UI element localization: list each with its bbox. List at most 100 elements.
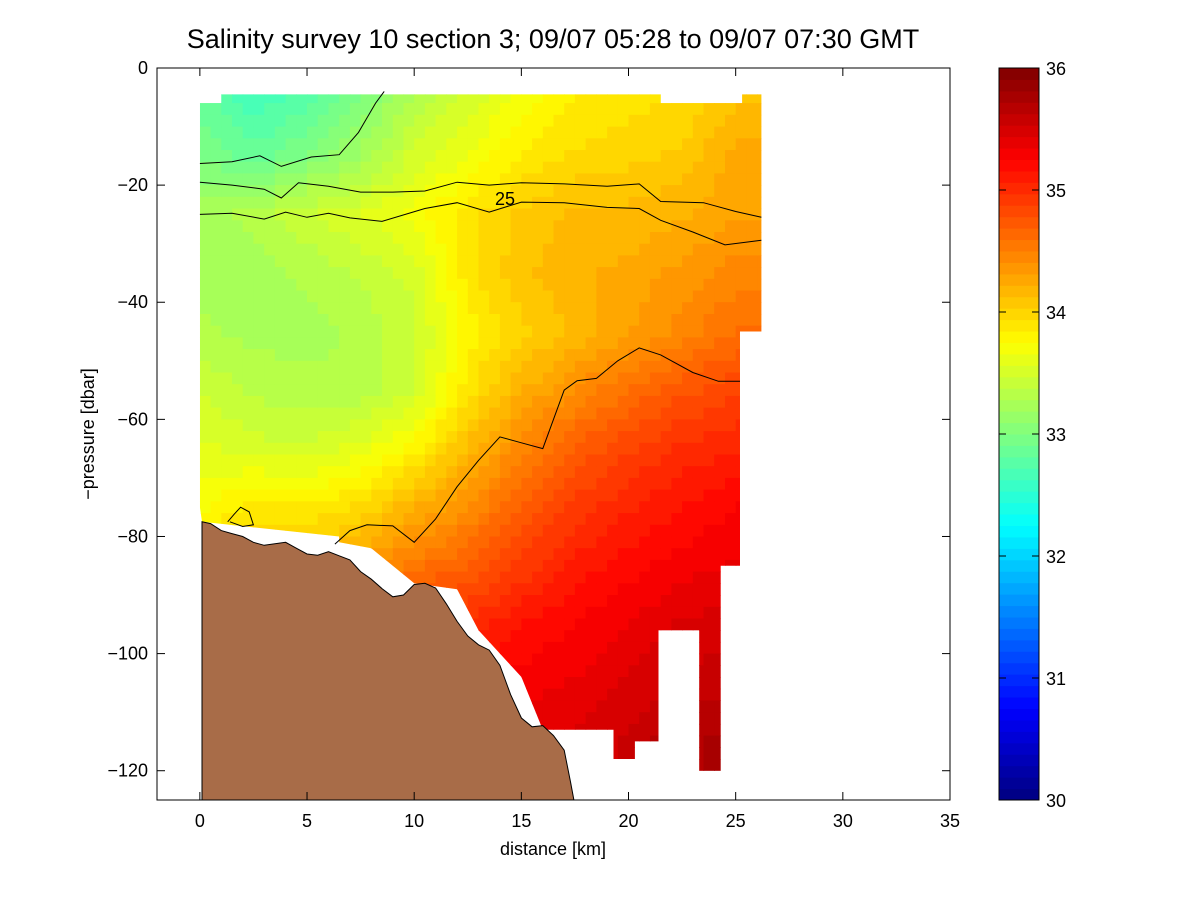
heatmap-cell [671, 431, 683, 444]
heatmap-cell [628, 618, 640, 631]
heatmap-cell [735, 290, 747, 303]
heatmap-cell [714, 747, 726, 760]
x-axis: 0 5 10 15 20 25 30 35 [195, 68, 960, 831]
heatmap-cell [660, 325, 672, 338]
heatmap-cell [489, 278, 501, 292]
heatmap-cell [703, 278, 715, 292]
heatmap-cell [521, 302, 533, 315]
heatmap-cell [510, 349, 522, 362]
heatmap-cell [424, 477, 437, 491]
heatmap-cell [564, 407, 576, 420]
heatmap-cell [382, 466, 394, 479]
heatmap-cell [382, 431, 394, 444]
heatmap-cell [660, 419, 672, 432]
heatmap-cell [307, 489, 319, 502]
heatmap-cell [414, 150, 426, 163]
heatmap-cell [628, 524, 640, 538]
heatmap-cell [478, 630, 490, 643]
heatmap-cell [628, 571, 640, 584]
heatmap-cell [210, 208, 222, 221]
heatmap-cell [521, 267, 533, 280]
heatmap-cell [521, 442, 533, 456]
heatmap-cell [435, 454, 447, 467]
heatmap-cell [274, 442, 287, 456]
heatmap-cell [489, 454, 501, 467]
heatmap-cell [521, 278, 533, 292]
y-tick-label: −60 [117, 409, 148, 429]
heatmap-cell [542, 138, 555, 151]
heatmap-cell [317, 337, 329, 350]
heatmap-cell [596, 407, 608, 420]
colorbar-band [999, 273, 1039, 286]
heatmap-cell [521, 208, 533, 221]
colorbar-tick-label: 32 [1046, 547, 1066, 567]
heatmap-cell [339, 349, 351, 362]
heatmap-cell [382, 477, 394, 491]
heatmap-cell [553, 150, 565, 163]
heatmap-cell [221, 372, 233, 385]
heatmap-cell [628, 94, 640, 104]
heatmap-cell [671, 243, 683, 256]
heatmap-cell [628, 208, 640, 221]
heatmap-cell [328, 138, 340, 151]
heatmap-cell [757, 161, 762, 174]
heatmap-cell [639, 208, 651, 221]
heatmap-cell [607, 302, 619, 315]
colorbar-band [999, 411, 1039, 424]
heatmap-cell [360, 314, 372, 327]
heatmap-cell [639, 477, 651, 491]
heatmap-cell [199, 349, 212, 362]
heatmap-cell [446, 524, 458, 538]
colorbar-band [999, 571, 1039, 584]
heatmap-cell [564, 185, 576, 198]
heatmap-cell [521, 150, 533, 163]
heatmap-cell [392, 360, 405, 374]
heatmap-cell [296, 185, 308, 198]
heatmap-cell [264, 161, 276, 174]
heatmap-cell [253, 220, 265, 233]
heatmap-cell [199, 185, 212, 198]
heatmap-cell [542, 431, 555, 444]
heatmap-cell [607, 196, 619, 210]
heatmap-cell [510, 442, 522, 456]
heatmap-cell [339, 196, 351, 210]
heatmap-cell [703, 665, 715, 678]
heatmap-cell [671, 267, 683, 280]
heatmap-cell [542, 595, 555, 608]
heatmap-cell [703, 630, 715, 643]
heatmap-cell [649, 665, 662, 678]
heatmap-cell [371, 278, 383, 292]
heatmap-cell [264, 150, 276, 163]
heatmap-cell [414, 337, 426, 350]
heatmap-cell [317, 395, 329, 409]
heatmap-cell [232, 513, 244, 526]
heatmap-cell [585, 325, 597, 338]
heatmap-cell [414, 94, 426, 104]
heatmap-cell [232, 94, 244, 104]
heatmap-cell [264, 173, 276, 186]
heatmap-cell [392, 150, 405, 163]
heatmap-cell [360, 103, 372, 116]
heatmap-cell [682, 185, 694, 198]
heatmap-cell [274, 185, 287, 198]
heatmap-cell [360, 150, 372, 163]
colorbar-tick-label: 34 [1046, 303, 1066, 323]
heatmap-cell [339, 314, 351, 327]
heatmap-cell [424, 419, 437, 432]
heatmap-cell [349, 501, 362, 514]
heatmap-cell [542, 278, 555, 292]
heatmap-cell [628, 290, 640, 303]
heatmap-cell [435, 524, 447, 538]
heatmap-cell [660, 114, 672, 128]
heatmap-cell [692, 161, 705, 174]
heatmap-cell [510, 372, 522, 385]
heatmap-cell [242, 267, 254, 280]
heatmap-cell [221, 114, 233, 128]
heatmap-cell [403, 173, 415, 186]
heatmap-cell [649, 173, 662, 186]
heatmap-cell [392, 94, 405, 104]
heatmap-cell [232, 337, 244, 350]
heatmap-cell [542, 94, 555, 104]
heatmap-cell [628, 489, 640, 502]
heatmap-cell [360, 501, 372, 514]
